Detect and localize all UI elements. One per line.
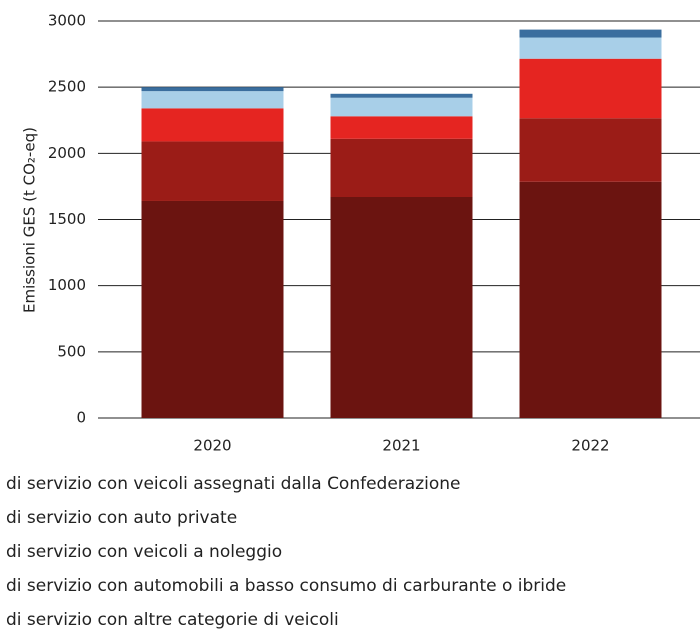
bar-segment [141,200,284,418]
legend-entry: di servizio con auto private [6,508,237,528]
bar-segment [330,138,473,198]
bar-segment [330,93,473,98]
bar-segment [141,141,284,201]
bar-segment [519,29,662,38]
legend-entry: di servizio con altre categorie di veico… [6,610,339,630]
bar-segment [330,97,473,117]
bar-segment [330,197,473,418]
bar-segment [519,58,662,119]
legend-entry: di servizio con veicoli assegnati dalla … [6,474,461,494]
y-axis-label: Emissioni GES (t CO₂-eq) [21,127,39,313]
y-tick-label: 0 [76,409,86,427]
x-tick-label: 2021 [382,437,420,455]
bar-segment [519,181,662,418]
legend-entry: di servizio con automobili a basso consu… [6,576,566,596]
bar-segment [519,37,662,59]
y-tick-label: 1000 [48,276,86,294]
x-tick-label: 2022 [571,437,609,455]
bar-segment [141,108,284,142]
y-tick-label: 2000 [48,144,86,162]
bar-segment [141,91,284,109]
y-tick-label: 1500 [48,210,86,228]
bar-segment [519,118,662,182]
legend-entry: di servizio con veicoli a noleggio [6,542,282,562]
bar-segment [330,116,473,139]
y-tick-label: 500 [57,342,86,360]
y-tick-label: 2500 [48,78,86,96]
bar-segment [141,87,284,92]
y-tick-label: 3000 [48,12,86,30]
x-tick-label: 2020 [193,437,231,455]
